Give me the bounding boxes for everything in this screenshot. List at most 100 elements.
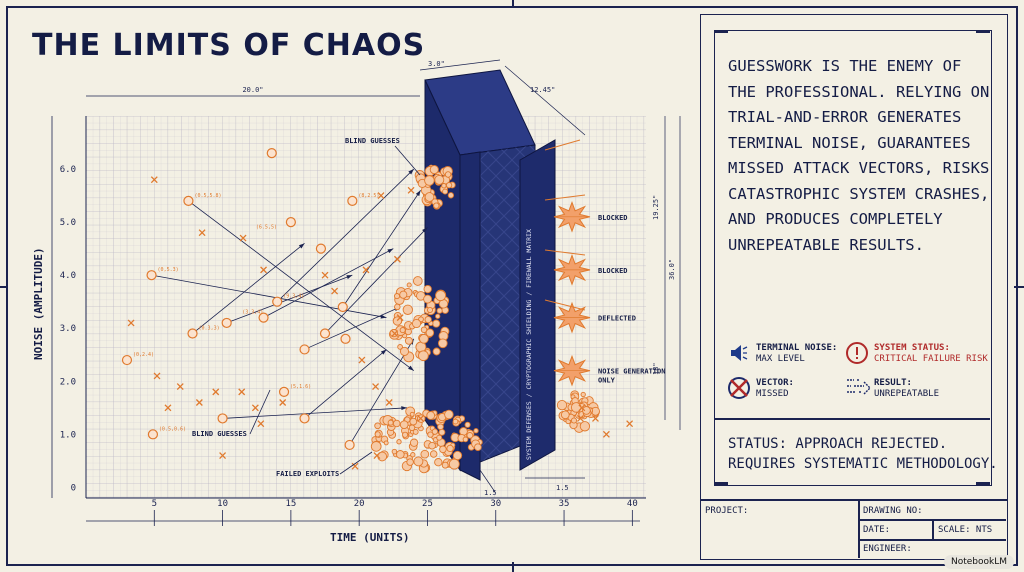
- data-cross: [164, 404, 172, 412]
- noise-point: [428, 441, 436, 450]
- data-cross: [153, 372, 161, 380]
- noise-point: [374, 431, 381, 438]
- data-point: [258, 312, 269, 323]
- guess-arrow: [226, 274, 353, 324]
- noise-point: [446, 444, 454, 453]
- noise-point: [393, 293, 401, 300]
- dim-top: 20.0": [242, 86, 263, 94]
- arrow-head: [380, 349, 387, 355]
- noise-point: [411, 318, 422, 329]
- arrow-head: [387, 248, 394, 254]
- data-cross: [279, 399, 287, 406]
- noise-point: [410, 452, 416, 458]
- data-cross: [362, 266, 370, 274]
- noise-point: [423, 284, 432, 294]
- noise-point: [462, 436, 469, 443]
- point-coord-label: (5,1.6): [290, 384, 311, 390]
- data-cross: [239, 234, 247, 242]
- data-cross: [417, 414, 425, 422]
- data-cross: [373, 452, 381, 460]
- guess-arrow: [263, 248, 394, 318]
- result-indicator: RESULT: UNREPEATABLE: [874, 378, 939, 400]
- data-point: [272, 296, 283, 307]
- data-cross: [351, 462, 359, 470]
- guess-arrow: [342, 190, 421, 308]
- guess-arrow: [304, 349, 387, 419]
- noise-point: [412, 428, 419, 435]
- vector-label: VECTOR:: [756, 378, 794, 388]
- corner-mark: [714, 30, 728, 33]
- vector-value: MISSED: [756, 389, 789, 399]
- noise-point: [396, 439, 402, 445]
- data-cross: [257, 420, 265, 428]
- noise-point: [392, 419, 401, 428]
- system-status-value: CRITICAL FAILURE RISK: [874, 354, 988, 364]
- noise-point: [423, 294, 433, 304]
- guess-arrow: [349, 338, 415, 446]
- status-box: STATUS: APPROACH REJECTED. REQUIRES SYST…: [728, 434, 998, 474]
- vector-indicator: VECTOR: MISSED: [756, 378, 794, 400]
- annotation-leader: [339, 451, 373, 475]
- noise-point: [556, 399, 568, 411]
- speaker-icon: [731, 345, 748, 361]
- point-coord-label: (0,2.4): [133, 352, 154, 358]
- data-cross: [321, 271, 329, 279]
- data-cross: [372, 383, 380, 391]
- noise-point: [436, 434, 443, 441]
- guess-arrow: [304, 306, 401, 350]
- guess-arrow: [276, 168, 415, 302]
- data-point: [319, 328, 331, 339]
- result-value: UNREPEATABLE: [874, 389, 940, 399]
- noise-point: [441, 461, 449, 469]
- result-label: RESULT:: [874, 378, 912, 388]
- annotation-leader: [249, 389, 271, 435]
- impact-bursts: BLOCKED BLOCKED DEFLECTED NOISE GENERATIONO…: [544, 139, 665, 387]
- noise-point: [444, 171, 452, 178]
- noise-point: [409, 411, 415, 417]
- noise-point: [399, 290, 408, 299]
- system-status-label: SYSTEM STATUS:: [874, 343, 950, 353]
- data-cross: [592, 414, 599, 422]
- noise-point: [420, 326, 428, 334]
- frame-tick: [1014, 286, 1024, 288]
- annotation-label: BLIND GUESSES: [192, 430, 247, 438]
- y-axis-label: NOISE (AMPLITUDE): [32, 247, 45, 360]
- title-block-divider: [932, 519, 934, 539]
- noise-point: [431, 428, 439, 435]
- annotations: BLIND GUESSES BLIND GUESSES FAILED EXPLOIT…: [192, 137, 421, 478]
- data-point: [187, 328, 198, 339]
- data-point: [299, 344, 310, 355]
- noise-point: [452, 450, 463, 461]
- guess-arrow: [188, 200, 415, 371]
- noise-point: [397, 344, 403, 350]
- title-block-divider: [858, 539, 1006, 541]
- data-cross: [127, 319, 135, 327]
- y-tick-label: 1.0: [60, 430, 76, 440]
- data-cross: [198, 229, 206, 237]
- arrow-head: [415, 190, 421, 197]
- deflection-arrow: [544, 194, 586, 201]
- chaos-chart: 20.0" 5 10 15 20 25 30 35 40 0 1.0 2.0 3.0 4.0 5.0 6.0…: [32, 59, 681, 544]
- noise-point: [383, 440, 389, 446]
- noise-point: [425, 328, 435, 337]
- arrow-head: [298, 243, 305, 249]
- guess-arrow: [192, 243, 305, 334]
- dim-label: 18": [652, 362, 660, 375]
- noise-point: [439, 445, 447, 454]
- noise-point: [374, 422, 381, 430]
- noise-point: [436, 307, 443, 314]
- x-tick-label: 5: [152, 499, 157, 509]
- arrow-head: [422, 227, 428, 233]
- noise-point: [399, 346, 410, 356]
- data-cross: [407, 186, 415, 194]
- noise-point: [402, 431, 409, 438]
- y-tick-label: 6.0: [60, 165, 76, 175]
- corner-mark: [976, 30, 990, 33]
- data-cross: [385, 399, 393, 406]
- page-title: THE LIMITS OF CHAOS: [32, 28, 426, 63]
- engineer-field: ENGINEER:: [863, 544, 912, 554]
- noise-point: [429, 165, 439, 175]
- noise-point: [418, 350, 429, 362]
- corner-mark: [976, 482, 990, 485]
- dim-label: 3.0": [428, 60, 445, 68]
